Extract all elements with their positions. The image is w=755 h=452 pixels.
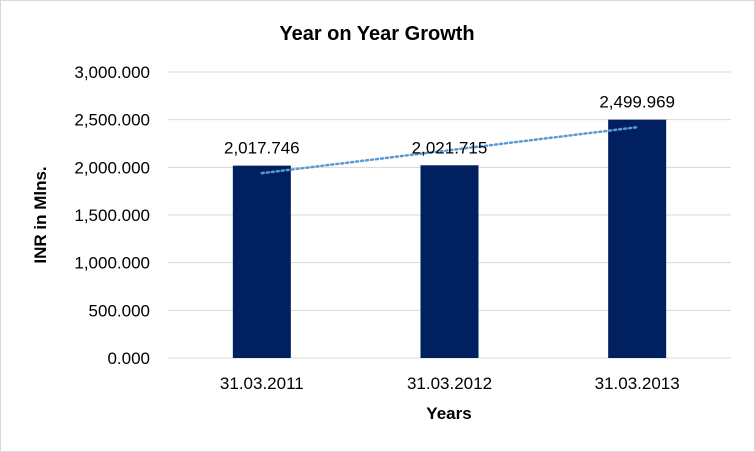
data-label: 2,017.746 — [224, 139, 300, 158]
y-tick-label: 1,000.000 — [74, 254, 150, 273]
y-tick-label: 0.000 — [107, 349, 150, 368]
data-label: 2,499.969 — [599, 93, 675, 112]
x-tick-label: 31.03.2012 — [407, 374, 492, 393]
bar — [420, 165, 479, 358]
y-tick-label: 500.000 — [89, 301, 150, 320]
chart-title: Year on Year Growth — [279, 23, 474, 45]
y-axis-label: INR in Mlns. — [31, 166, 50, 263]
y-tick-label: 2,000.000 — [74, 158, 150, 177]
x-axis-label: Years — [426, 404, 471, 423]
x-tick-label: 31.03.2013 — [595, 374, 680, 393]
y-tick-label: 1,500.000 — [74, 206, 150, 225]
data-label: 2,021.715 — [412, 138, 488, 157]
y-tick-label: 2,500.000 — [74, 111, 150, 130]
bar — [232, 165, 291, 358]
trendline — [260, 125, 639, 175]
y-tick-label: 3,000.000 — [74, 63, 150, 82]
bar — [608, 119, 667, 359]
x-tick-label: 31.03.2011 — [220, 374, 304, 393]
